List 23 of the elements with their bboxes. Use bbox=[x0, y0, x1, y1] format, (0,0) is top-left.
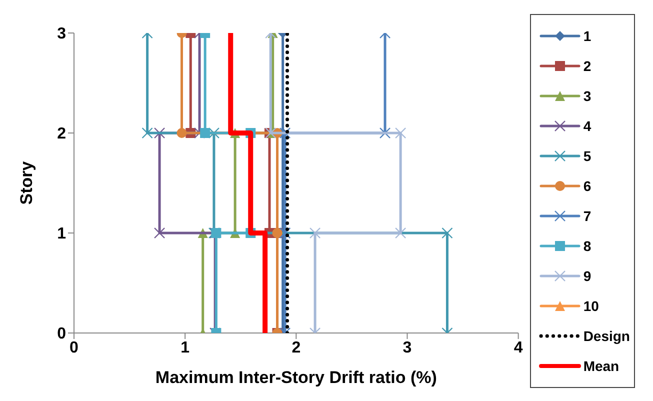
y-axis-title: Story bbox=[17, 160, 36, 205]
legend-label: Design bbox=[583, 328, 630, 344]
legend-label: 9 bbox=[583, 268, 592, 284]
x-tick-label: 2 bbox=[292, 339, 301, 356]
legend-label: 7 bbox=[583, 208, 592, 224]
legend-label: Mean bbox=[583, 358, 620, 374]
legend-label: 8 bbox=[583, 238, 592, 254]
x-axis-title: Maximum Inter-Story Drift ratio (%) bbox=[155, 368, 437, 387]
y-tick-label: 1 bbox=[57, 226, 66, 243]
y-tick-label: 2 bbox=[57, 126, 66, 143]
x-tick-label: 1 bbox=[180, 339, 190, 356]
x-tick-label: 4 bbox=[514, 339, 523, 356]
y-tick-label: 0 bbox=[57, 326, 66, 343]
legend-label: 10 bbox=[583, 298, 599, 314]
legend-label: 5 bbox=[583, 148, 592, 164]
legend-label: 3 bbox=[583, 88, 592, 104]
y-tick-label: 3 bbox=[57, 26, 66, 43]
legend-label: 6 bbox=[583, 178, 592, 194]
x-tick-label: 3 bbox=[402, 339, 412, 356]
legend-label: 2 bbox=[583, 58, 592, 74]
legend-label: 4 bbox=[583, 118, 592, 134]
x-tick-label: 0 bbox=[70, 339, 79, 356]
legend-label: 1 bbox=[583, 28, 592, 44]
